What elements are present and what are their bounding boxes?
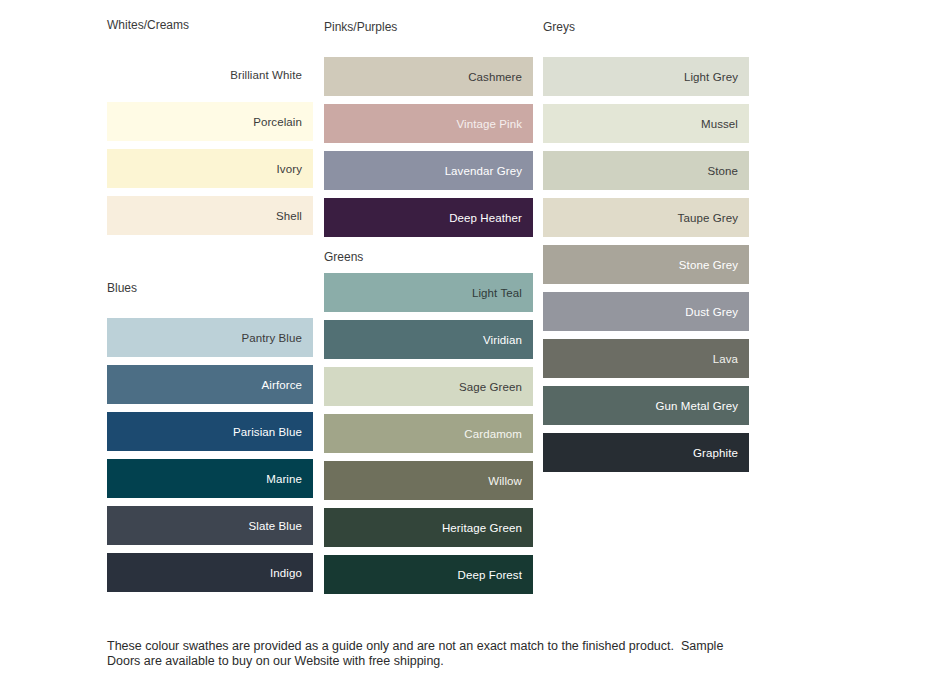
swatch-label: Indigo [270,567,302,579]
column-1: Whites/Creams Brilliant White Porcelain Ivo… [107,18,313,600]
swatch-indigo: Indigo [107,553,313,592]
group-greens: Greens Light Teal Viridian Sage Green Cardam… [324,250,533,594]
swatch-deep-forest: Deep Forest [324,555,533,594]
disclaimer-text: These colour swathes are provided as a g… [107,639,767,669]
swatch-label: Light Grey [684,71,738,83]
swatch-label: Pantry Blue [241,332,302,344]
swatch-label: Light Teal [472,287,522,299]
swatch-label: Parisian Blue [233,426,302,438]
swatch-label: Gun Metal Grey [655,400,738,412]
column-3: Greys Light Grey Mussel Stone Taupe Grey Ston… [543,20,749,480]
swatch-label: Lavendar Grey [445,165,522,177]
swatch-stone-grey: Stone Grey [543,245,749,284]
swatch-label: Airforce [262,379,302,391]
group-title: Pinks/Purples [324,20,533,34]
swatch-label: Ivory [277,163,302,175]
swatch-vintage-pink: Vintage Pink [324,104,533,143]
swatch-label: Graphite [693,447,738,459]
swatch-graphite: Graphite [543,433,749,472]
swatch-shell: Shell [107,196,313,235]
swatch-light-grey: Light Grey [543,57,749,96]
swatch-label: Cashmere [468,71,522,83]
disclaimer-line-2: Doors are available to buy on our Websit… [107,654,444,668]
swatch-slate-blue: Slate Blue [107,506,313,545]
swatch-label: Lava [713,353,738,365]
swatch-label: Dust Grey [685,306,738,318]
swatch-gun-metal-grey: Gun Metal Grey [543,386,749,425]
swatch-porcelain: Porcelain [107,102,313,141]
swatch-label: Willow [488,475,522,487]
swatch-label: Slate Blue [249,520,302,532]
group-greys: Greys Light Grey Mussel Stone Taupe Grey Ston… [543,20,749,472]
swatch-dust-grey: Dust Grey [543,292,749,331]
swatch-label: Viridian [483,334,522,346]
swatch-lavendar-grey: Lavendar Grey [324,151,533,190]
swatch-pantry-blue: Pantry Blue [107,318,313,357]
swatch-label: Sage Green [459,381,522,393]
swatch-lava: Lava [543,339,749,378]
colour-swatch-page: Whites/Creams Brilliant White Porcelain Ivo… [0,0,933,700]
swatch-taupe-grey: Taupe Grey [543,198,749,237]
group-title: Greens [324,250,533,264]
swatch-heritage-green: Heritage Green [324,508,533,547]
swatch-label: Deep Heather [449,212,522,224]
swatch-cardamom: Cardamom [324,414,533,453]
swatch-marine: Marine [107,459,313,498]
swatch-label: Stone [707,165,738,177]
group-pinks-purples: Pinks/Purples Cashmere Vintage Pink Lavenda… [324,20,533,237]
swatch-light-teal: Light Teal [324,273,533,312]
swatch-viridian: Viridian [324,320,533,359]
swatch-label: Heritage Green [442,522,522,534]
swatch-label: Vintage Pink [456,118,522,130]
swatch-mussel: Mussel [543,104,749,143]
swatch-willow: Willow [324,461,533,500]
swatch-label: Deep Forest [458,569,522,581]
swatch-cashmere: Cashmere [324,57,533,96]
group-title: Greys [543,20,749,34]
swatch-airforce: Airforce [107,365,313,404]
swatch-brilliant-white: Brilliant White [107,55,313,94]
group-blues: Blues Pantry Blue Airforce Parisian Blue Mar… [107,281,313,592]
swatch-label: Porcelain [253,116,302,128]
swatch-label: Stone Grey [679,259,738,271]
group-title: Blues [107,281,313,295]
swatch-label: Shell [276,210,302,222]
swatch-label: Cardamom [464,428,522,440]
column-2: Pinks/Purples Cashmere Vintage Pink Lavenda… [324,20,533,602]
swatch-label: Mussel [701,118,738,130]
group-whites-creams: Whites/Creams Brilliant White Porcelain Ivo… [107,18,313,235]
swatch-ivory: Ivory [107,149,313,188]
swatch-label: Taupe Grey [678,212,738,224]
swatch-parisian-blue: Parisian Blue [107,412,313,451]
swatch-label: Marine [266,473,302,485]
group-title: Whites/Creams [107,18,313,32]
swatch-label: Brilliant White [230,69,302,81]
swatch-stone: Stone [543,151,749,190]
disclaimer-line-1: These colour swathes are provided as a g… [107,639,723,653]
swatch-sage-green: Sage Green [324,367,533,406]
swatch-deep-heather: Deep Heather [324,198,533,237]
